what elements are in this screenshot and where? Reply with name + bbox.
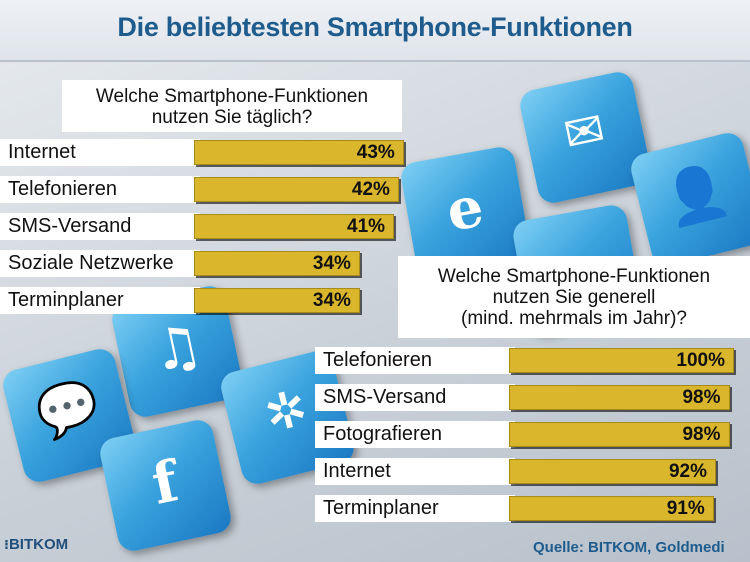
general-question-line-1: Welche Smartphone-Funktionen	[437, 266, 711, 287]
bar-value-label: 41%	[347, 216, 386, 237]
daily-question-panel	[62, 80, 402, 132]
bar-row: Internet 92%	[315, 458, 740, 485]
title-bar: Die beliebtesten Smartphone-Funktionen	[0, 0, 750, 62]
bar: 98%	[509, 422, 730, 447]
bar: 100%	[509, 348, 734, 373]
chart-title: Die beliebtesten Smartphone-Funktionen	[117, 12, 633, 42]
bar: 98%	[509, 385, 730, 410]
bar-value-label: 34%	[312, 253, 351, 274]
category-label: Terminplaner	[315, 495, 515, 522]
bar-row: Internet 43%	[0, 139, 688, 166]
category-label: SMS-Versand	[315, 384, 515, 411]
category-label: Telefonieren	[0, 176, 200, 203]
bar: 92%	[509, 459, 716, 484]
bar-row: Fotografieren 98%	[315, 421, 740, 448]
category-label: Telefonieren	[315, 347, 515, 374]
bitkom-logo-text: BITKOM	[8, 536, 69, 553]
bar-row: Soziale Netzwerke 34%	[0, 250, 688, 277]
daily-question-line-1: Welche Smartphone-Funktionen	[95, 86, 369, 107]
bitkom-logo: ⁝BITKOM	[4, 536, 68, 553]
category-label: Internet	[0, 139, 200, 166]
bar-row: Terminplaner 91%	[315, 495, 740, 522]
category-label: Soziale Netzwerke	[0, 250, 200, 277]
bar-value-label: 91%	[666, 498, 705, 519]
bar-row: Telefonieren 100%	[315, 347, 740, 374]
bar-row: Telefonieren 42%	[0, 176, 688, 203]
bar-value-label: 34%	[312, 290, 351, 311]
bar-row: Terminplaner 34%	[0, 287, 688, 314]
general-question-line-3: (mind. mehrmals im Jahr)?	[461, 308, 687, 329]
category-label: Internet	[315, 458, 515, 485]
daily-question-line-2: nutzen Sie täglich?	[151, 107, 313, 128]
general-question: Welche Smartphone-Funktionen nutzen Sie …	[398, 266, 750, 329]
bar-value-label: 98%	[682, 424, 721, 445]
category-label: SMS-Versand	[0, 213, 200, 240]
bar: 91%	[509, 496, 714, 521]
bar: 43%	[194, 140, 404, 165]
bar-value-label: 100%	[676, 350, 725, 371]
daily-question: Welche Smartphone-Funktionen nutzen Sie …	[62, 86, 402, 128]
bar-row: SMS-Versand 98%	[315, 384, 740, 411]
bitkom-logo-mark: ⁝	[4, 537, 9, 552]
general-question-line-2: nutzen Sie generell	[492, 287, 656, 308]
category-label: Fotografieren	[315, 421, 515, 448]
bar: 34%	[194, 251, 360, 276]
bar-row: SMS-Versand 41%	[0, 213, 688, 240]
source-note: Quelle: BITKOM, Goldmedi	[533, 539, 725, 556]
bar: 41%	[194, 214, 395, 239]
bar: 42%	[194, 177, 399, 202]
bar-value-label: 42%	[351, 179, 390, 200]
bar-value-label: 43%	[356, 142, 395, 163]
bar-value-label: 92%	[668, 461, 707, 482]
facebook-icon: f	[97, 417, 234, 554]
bar: 34%	[194, 288, 360, 313]
bar-value-label: 98%	[682, 387, 721, 408]
general-question-panel	[398, 256, 750, 338]
category-label: Terminplaner	[0, 287, 200, 314]
